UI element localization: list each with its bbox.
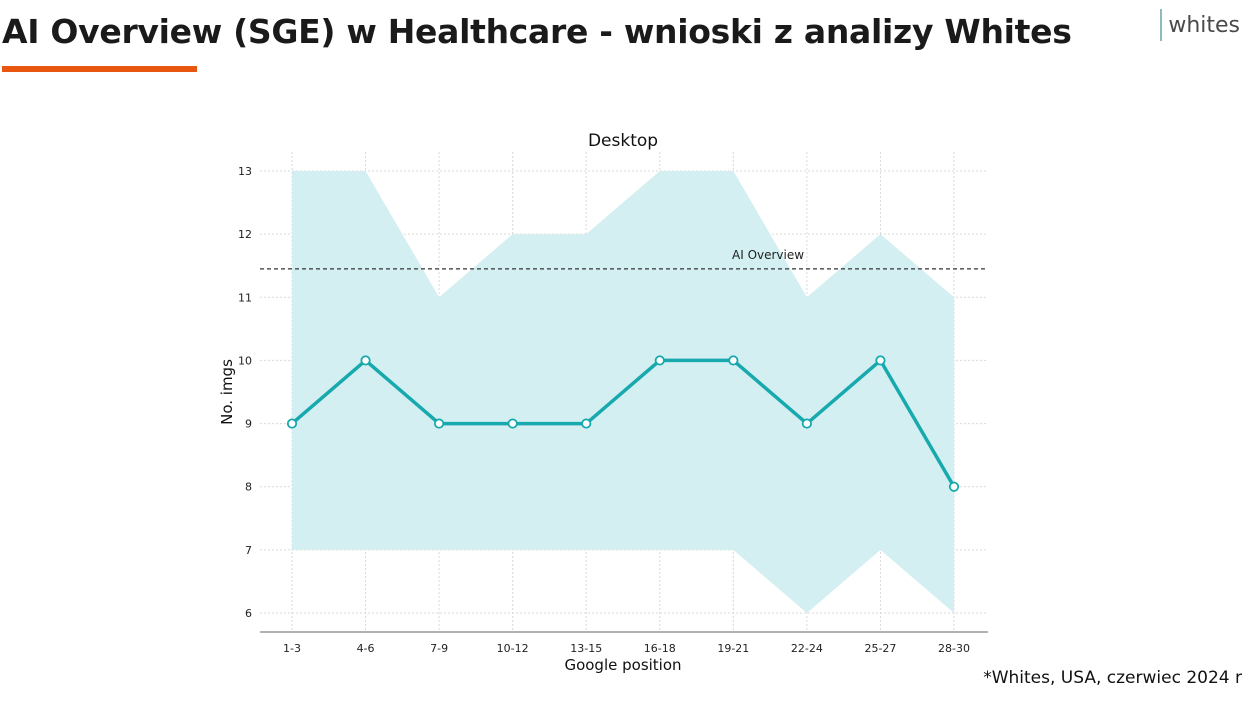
whites-logo: whites — [1160, 8, 1240, 42]
chart-container: AI Overview 6 7 8 9 10 11 12 13 1-3 4-6 7-9 10-12 1… — [210, 122, 1010, 682]
page-title: AI Overview (SGE) w Healthcare - wnioski… — [2, 12, 1072, 51]
data-point — [728, 355, 739, 366]
data-point — [948, 481, 960, 492]
x-tick-label: 10-12 — [497, 642, 529, 655]
ai-overview-label: AI Overview — [732, 248, 804, 262]
series-line — [290, 358, 956, 488]
chart-title: Desktop — [588, 131, 658, 151]
x-tick-label: 19-21 — [717, 642, 749, 655]
source-footnote: *Whites, USA, czerwiec 2024 r — [983, 668, 1242, 688]
x-tick-label: 22-24 — [791, 642, 823, 655]
logo-text: whites — [1168, 12, 1240, 38]
y-tick-label: 6 — [245, 607, 252, 620]
data-point — [875, 355, 886, 366]
y-tick-label: 10 — [238, 354, 252, 367]
y-tick-label: 12 — [238, 228, 252, 241]
x-tick-label: 1-3 — [283, 642, 301, 655]
x-tick-label: 28-30 — [938, 642, 970, 655]
data-point — [581, 418, 592, 429]
y-tick-label: 9 — [245, 418, 252, 431]
x-axis-label: Google position — [564, 656, 681, 674]
data-point — [507, 418, 518, 429]
y-tick-label: 7 — [245, 544, 252, 557]
x-tick-label: 7-9 — [430, 642, 448, 655]
x-tick-label: 25-27 — [864, 642, 896, 655]
y-tick-label: 11 — [238, 291, 252, 304]
data-points — [286, 355, 960, 492]
data-point — [360, 355, 371, 366]
data-point — [434, 418, 445, 429]
data-point — [286, 418, 298, 429]
y-tick-labels: 6 7 8 9 10 11 12 13 — [238, 165, 252, 620]
title-underline — [2, 66, 197, 72]
data-point — [654, 355, 665, 366]
x-tick-labels: 1-3 4-6 7-9 10-12 13-15 16-18 19-21 22-24 25-27 2… — [283, 642, 970, 655]
y-axis-label: No. imgs — [218, 359, 236, 425]
logo-divider — [1160, 9, 1163, 41]
x-tick-label: 4-6 — [357, 642, 375, 655]
y-tick-label: 13 — [238, 165, 252, 178]
x-tick-label: 16-18 — [644, 642, 676, 655]
y-tick-label: 8 — [245, 481, 252, 494]
data-point — [801, 418, 812, 429]
x-tick-label: 13-15 — [570, 642, 602, 655]
